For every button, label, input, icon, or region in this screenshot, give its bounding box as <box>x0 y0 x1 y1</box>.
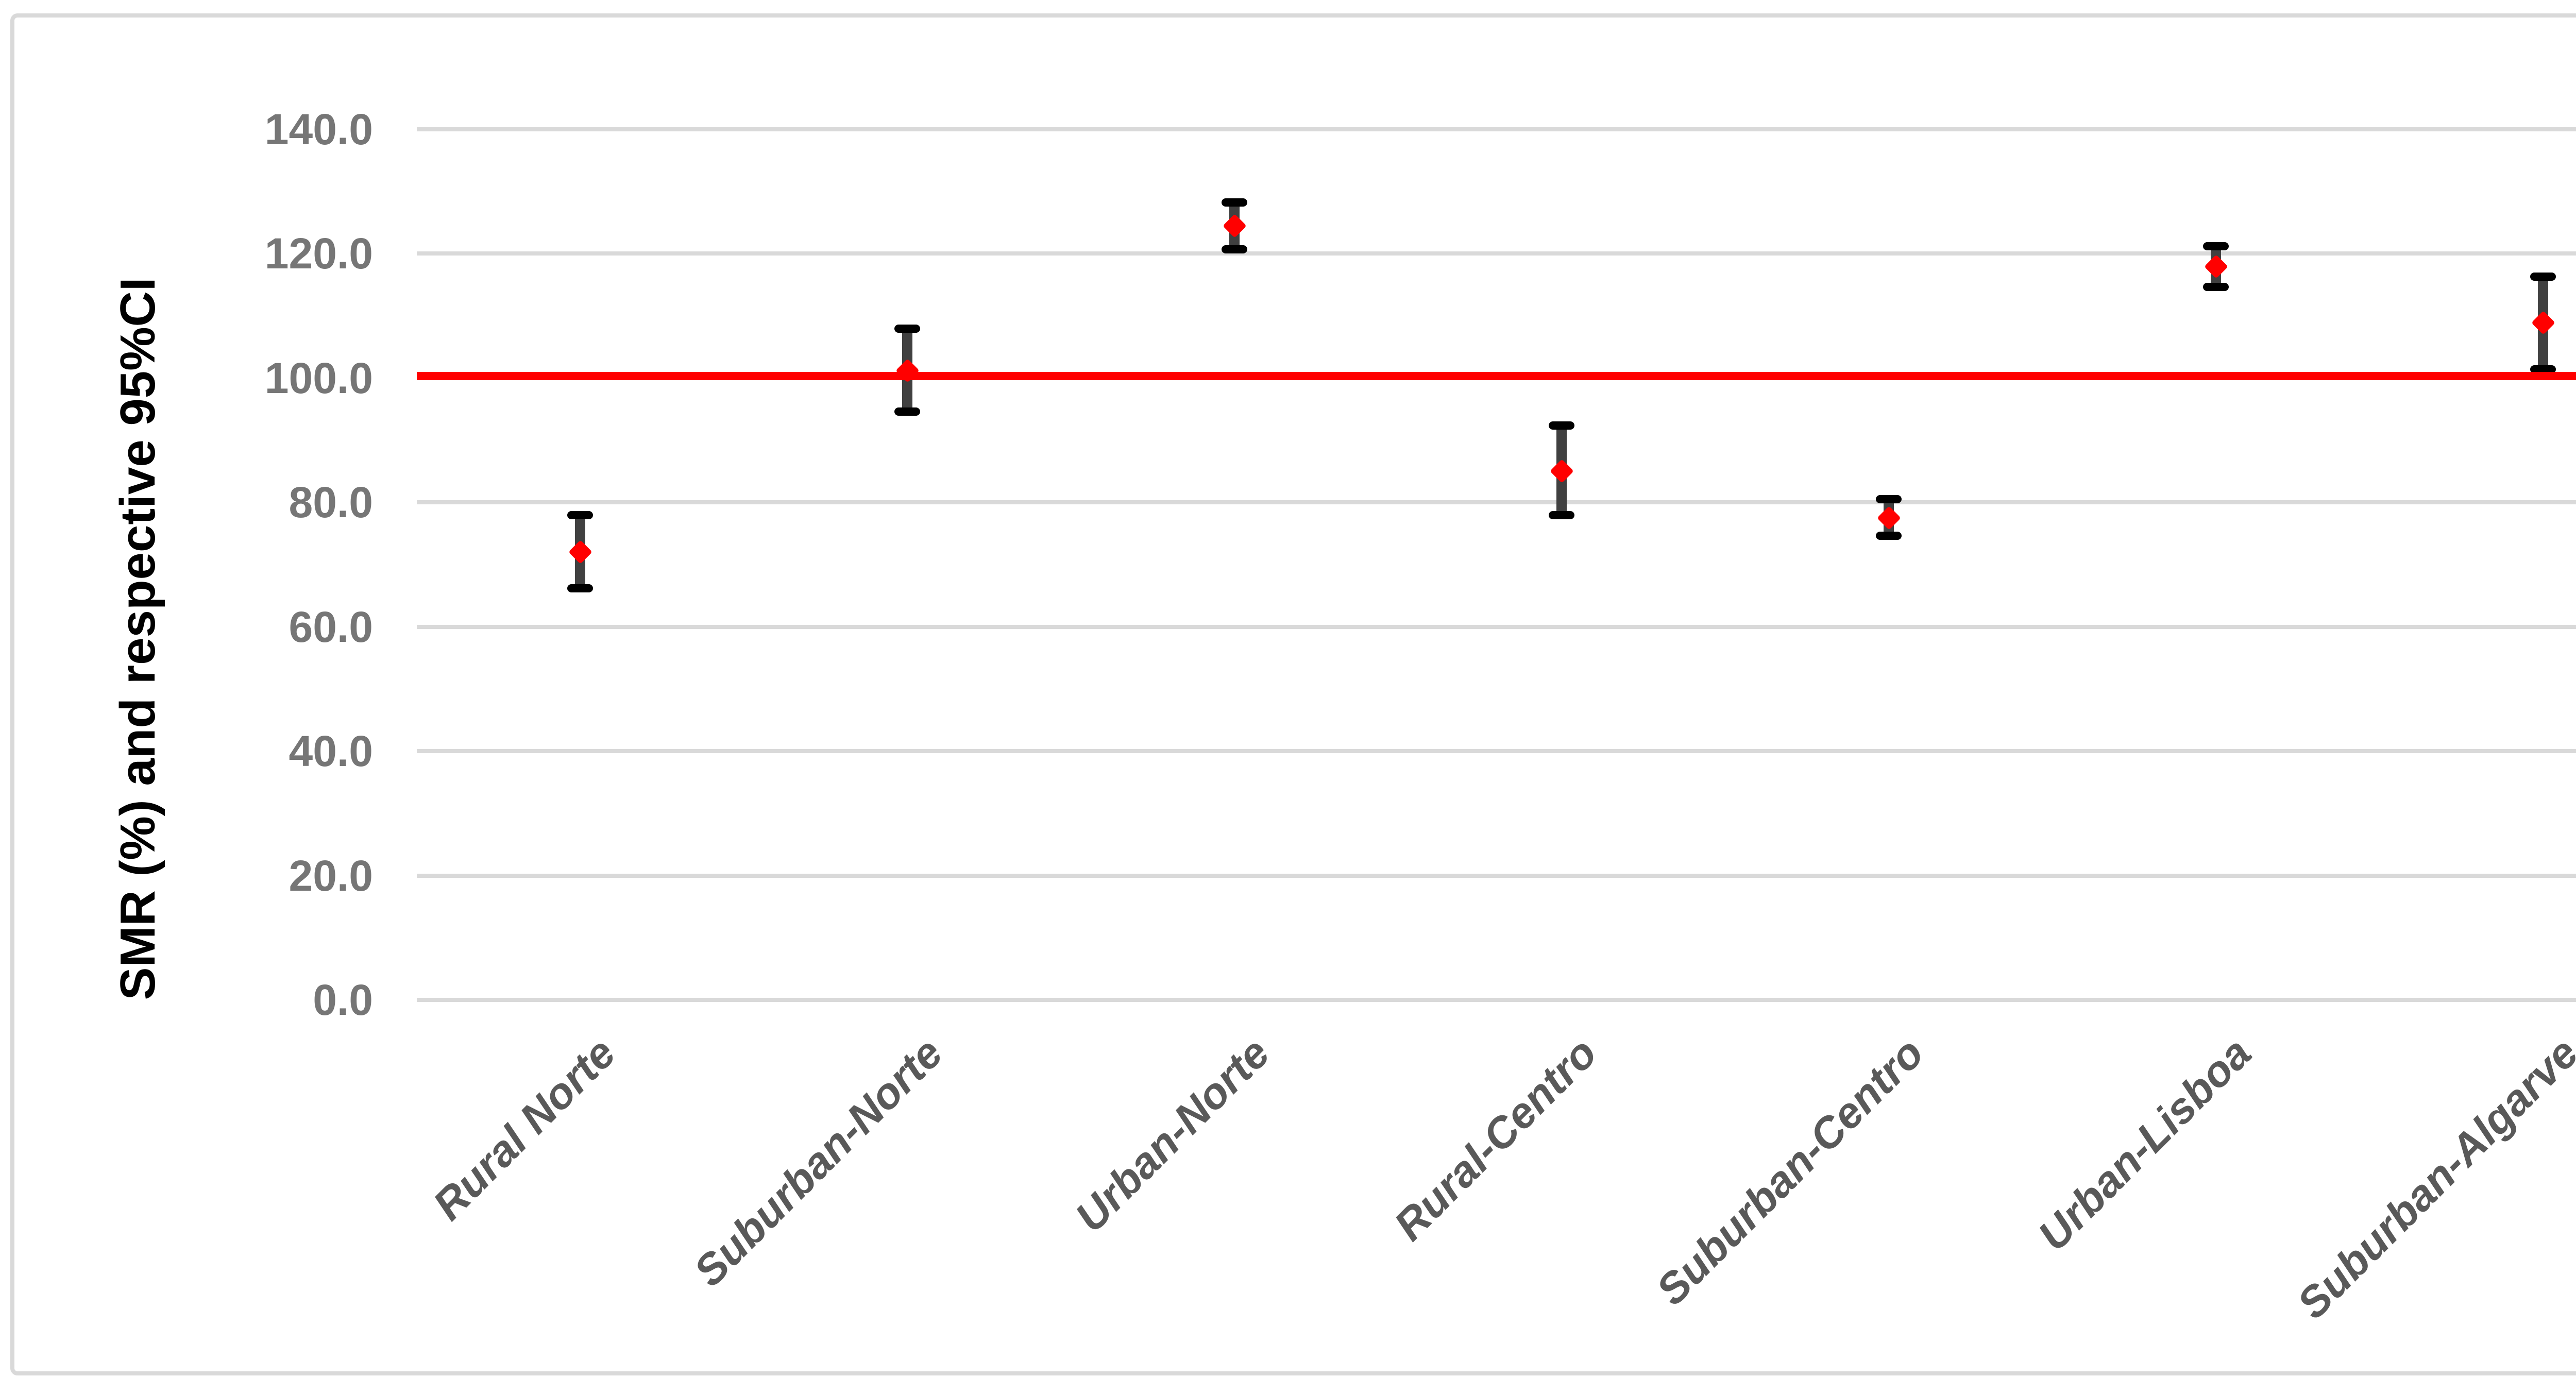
y-tick-label: 60.0 <box>289 602 374 651</box>
gridline <box>416 624 2576 629</box>
gridline <box>416 251 2576 256</box>
figure-border <box>10 13 2576 1375</box>
error-bar-cap-bottom <box>1549 511 1574 520</box>
y-tick-label: 120.0 <box>264 229 373 278</box>
error-bar-cap-top <box>1876 495 1902 503</box>
y-tick-label: 40.0 <box>289 727 374 775</box>
error-bar-cap-bottom <box>2203 283 2229 292</box>
error-bar-cap-bottom <box>2530 365 2556 373</box>
error-bar-cap-top <box>567 511 593 520</box>
error-bar-cap-top <box>1549 421 1574 430</box>
gridline <box>416 749 2576 753</box>
gridline <box>416 998 2576 1002</box>
y-tick-label: 20.0 <box>289 851 374 900</box>
reference-line-100 <box>416 371 2576 380</box>
error-bar-cap-bottom <box>1222 245 1247 253</box>
y-tick-label: 140.0 <box>264 105 373 154</box>
error-bar-cap-bottom <box>567 584 593 592</box>
y-tick-label: 100.0 <box>264 353 373 402</box>
gridline <box>416 873 2576 878</box>
gridline <box>416 127 2576 131</box>
error-bar-cap-bottom <box>894 407 920 416</box>
gridline <box>416 500 2576 504</box>
error-bar-cap-top <box>894 325 920 333</box>
y-tick-label: 0.0 <box>313 976 373 1024</box>
error-bar-cap-top <box>2203 242 2229 250</box>
y-tick-label: 80.0 <box>289 478 374 526</box>
error-bar-cap-bottom <box>1876 532 1902 540</box>
error-bar-cap-top <box>1222 198 1247 207</box>
error-bar-cap-top <box>2530 272 2556 281</box>
